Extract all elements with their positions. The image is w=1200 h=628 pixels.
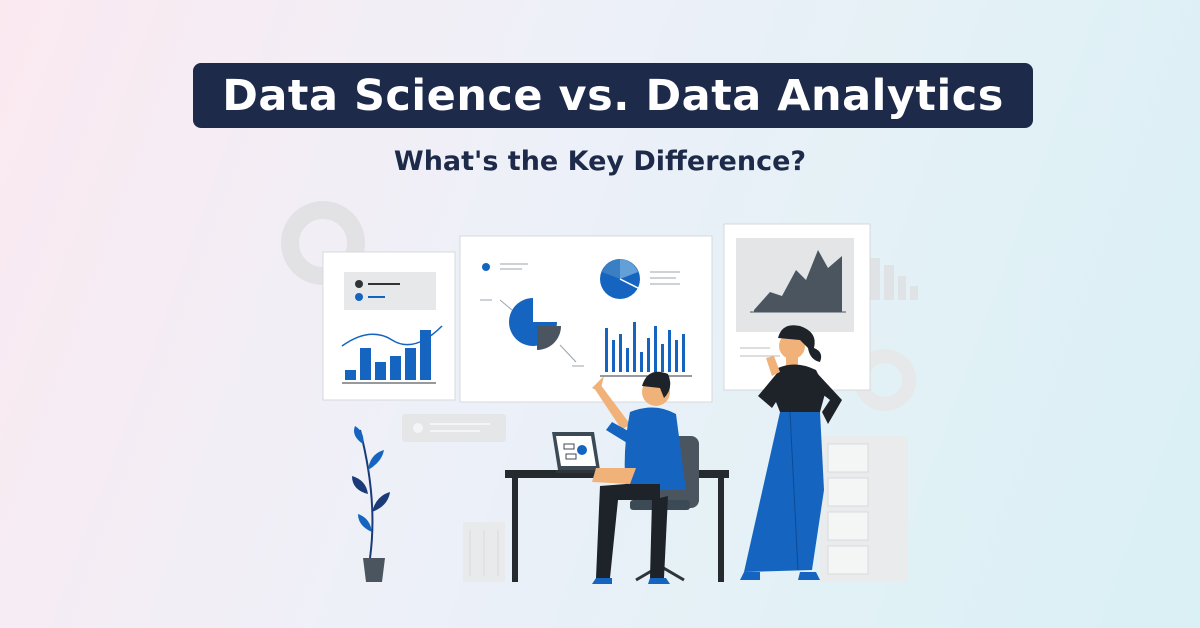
plant-icon — [352, 426, 390, 582]
title-banner: Data Science vs. Data Analytics — [193, 63, 1033, 128]
area-chart-panel — [723, 223, 871, 391]
top-pie-chart-icon — [600, 259, 640, 299]
laptop-icon — [552, 432, 616, 473]
background-card — [402, 414, 506, 442]
trash-bin-icon — [463, 522, 505, 582]
grouped-bar-chart-icon — [605, 322, 685, 372]
page-title: Data Science vs. Data Analytics — [222, 70, 1004, 121]
dashboard-panel — [459, 235, 713, 403]
standing-analyst — [740, 325, 842, 580]
filing-cabinet-icon — [820, 436, 908, 582]
bar-chart-panel — [322, 251, 456, 401]
pie-chart-icon — [509, 298, 561, 350]
area-chart-icon — [754, 250, 842, 312]
seated-analyst — [592, 371, 686, 584]
bar-chart-icon — [345, 330, 431, 380]
background-bars-icon — [870, 258, 918, 300]
page-subtitle: What's the Key Difference? — [393, 146, 807, 177]
